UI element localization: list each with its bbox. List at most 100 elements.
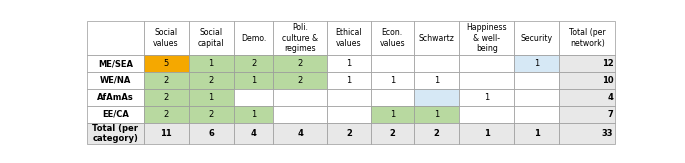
Bar bbox=[371, 123, 414, 144]
Text: 2: 2 bbox=[346, 129, 352, 138]
Bar bbox=[560, 89, 615, 106]
Text: 1: 1 bbox=[347, 76, 351, 85]
Text: 1: 1 bbox=[347, 59, 351, 68]
Bar bbox=[327, 55, 371, 72]
Bar bbox=[87, 21, 143, 55]
Bar bbox=[87, 106, 143, 123]
Text: Econ.
values: Econ. values bbox=[379, 28, 405, 48]
Text: Demo.: Demo. bbox=[241, 34, 266, 43]
Text: 2: 2 bbox=[208, 110, 214, 119]
Bar bbox=[188, 123, 234, 144]
Bar bbox=[459, 106, 514, 123]
Bar bbox=[514, 123, 560, 144]
Bar bbox=[514, 55, 560, 72]
Text: 1: 1 bbox=[534, 59, 540, 68]
Text: 5: 5 bbox=[164, 59, 169, 68]
Bar bbox=[273, 72, 327, 89]
Text: WE/NA: WE/NA bbox=[99, 76, 131, 85]
Bar bbox=[143, 21, 188, 55]
Bar bbox=[327, 21, 371, 55]
Text: 2: 2 bbox=[389, 129, 395, 138]
Text: Ethical
values: Ethical values bbox=[336, 28, 362, 48]
Bar bbox=[143, 55, 188, 72]
Text: 2: 2 bbox=[164, 110, 169, 119]
Bar bbox=[371, 89, 414, 106]
Bar bbox=[371, 72, 414, 89]
Bar bbox=[188, 55, 234, 72]
Text: 4: 4 bbox=[608, 93, 613, 102]
Text: 1: 1 bbox=[208, 59, 214, 68]
Bar bbox=[143, 123, 188, 144]
Bar bbox=[414, 106, 459, 123]
Text: 1: 1 bbox=[484, 129, 490, 138]
Bar bbox=[459, 55, 514, 72]
Text: 2: 2 bbox=[164, 93, 169, 102]
Text: 2: 2 bbox=[298, 76, 303, 85]
Bar bbox=[87, 89, 143, 106]
Bar bbox=[459, 72, 514, 89]
Text: 1: 1 bbox=[208, 93, 214, 102]
Bar bbox=[459, 89, 514, 106]
Bar bbox=[414, 55, 459, 72]
Bar bbox=[327, 72, 371, 89]
Bar bbox=[234, 123, 273, 144]
Text: Total (per
category): Total (per category) bbox=[92, 124, 138, 143]
Bar bbox=[560, 72, 615, 89]
Bar bbox=[514, 106, 560, 123]
Bar bbox=[188, 72, 234, 89]
Bar bbox=[234, 89, 273, 106]
Bar bbox=[188, 89, 234, 106]
Bar bbox=[560, 106, 615, 123]
Bar bbox=[188, 21, 234, 55]
Bar bbox=[327, 89, 371, 106]
Bar bbox=[514, 72, 560, 89]
Text: 1: 1 bbox=[390, 110, 395, 119]
Bar bbox=[143, 89, 188, 106]
Text: 4: 4 bbox=[297, 129, 303, 138]
Bar bbox=[560, 55, 615, 72]
Bar bbox=[414, 72, 459, 89]
Bar bbox=[143, 106, 188, 123]
Text: Social
capital: Social capital bbox=[198, 28, 225, 48]
Bar bbox=[560, 123, 615, 144]
Text: Total (per
network): Total (per network) bbox=[569, 28, 606, 48]
Text: 1: 1 bbox=[390, 76, 395, 85]
Bar bbox=[143, 72, 188, 89]
Text: 1: 1 bbox=[434, 76, 439, 85]
Text: 4: 4 bbox=[251, 129, 256, 138]
Bar bbox=[371, 21, 414, 55]
Bar bbox=[560, 21, 615, 55]
Bar bbox=[371, 106, 414, 123]
Text: 2: 2 bbox=[251, 59, 256, 68]
Bar bbox=[459, 123, 514, 144]
Text: 10: 10 bbox=[601, 76, 613, 85]
Bar bbox=[327, 106, 371, 123]
Text: 1: 1 bbox=[484, 93, 489, 102]
Text: Happiness
& well-
being: Happiness & well- being bbox=[466, 23, 507, 53]
Bar bbox=[87, 55, 143, 72]
Text: 6: 6 bbox=[208, 129, 214, 138]
Text: 1: 1 bbox=[434, 110, 439, 119]
Bar bbox=[273, 106, 327, 123]
Text: ME/SEA: ME/SEA bbox=[98, 59, 133, 68]
Text: 1: 1 bbox=[534, 129, 540, 138]
Text: 7: 7 bbox=[608, 110, 613, 119]
Bar bbox=[371, 55, 414, 72]
Bar bbox=[234, 106, 273, 123]
Text: 1: 1 bbox=[251, 76, 256, 85]
Bar bbox=[273, 21, 327, 55]
Bar bbox=[414, 123, 459, 144]
Text: 2: 2 bbox=[208, 76, 214, 85]
Text: Social
values: Social values bbox=[153, 28, 179, 48]
Bar bbox=[273, 123, 327, 144]
Text: 1: 1 bbox=[251, 110, 256, 119]
Text: Schwartz: Schwartz bbox=[419, 34, 454, 43]
Text: 2: 2 bbox=[434, 129, 439, 138]
Text: AfAmAs: AfAmAs bbox=[97, 93, 134, 102]
Bar bbox=[87, 123, 143, 144]
Bar bbox=[414, 21, 459, 55]
Bar bbox=[234, 55, 273, 72]
Bar bbox=[234, 21, 273, 55]
Text: 12: 12 bbox=[601, 59, 613, 68]
Bar bbox=[234, 72, 273, 89]
